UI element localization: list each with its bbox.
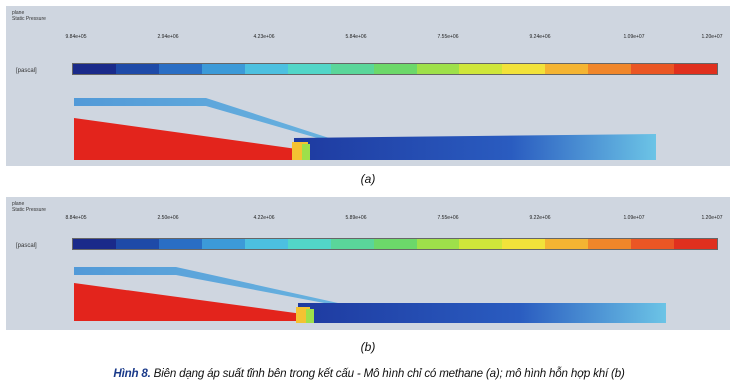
colorbar-swatch	[244, 239, 288, 249]
colorbar-swatch	[545, 64, 589, 74]
panel-b-pressure-contour	[74, 267, 666, 323]
colorbar-swatch	[115, 239, 159, 249]
upper-channel	[74, 98, 656, 152]
panel-a-unit-label: [pascal]	[16, 68, 37, 74]
pressure-panel-a: plane Static Pressure 9.84e+05 2.94e+06 …	[6, 6, 730, 166]
tick-label: 9.24e+06	[529, 34, 551, 40]
colorbar-swatch	[330, 64, 374, 74]
colorbar-swatch	[416, 239, 460, 249]
tick-label: 7.55e+06	[437, 34, 459, 40]
tick-label: 4.23e+06	[253, 34, 275, 40]
colorbar-swatch	[416, 64, 460, 74]
figure-label: Hình 8.	[113, 367, 151, 380]
colorbar-swatch	[73, 64, 116, 74]
colorbar-swatch	[373, 239, 417, 249]
colorbar-swatch	[459, 239, 503, 249]
colorbar-swatch	[73, 239, 116, 249]
colorbar-swatch	[158, 239, 202, 249]
colorbar-swatch	[588, 239, 632, 249]
colorbar-swatch	[244, 64, 288, 74]
colorbar-swatch	[674, 64, 718, 74]
panel-b-caption: (b)	[360, 340, 376, 354]
panel-b-unit-label: [pascal]	[16, 243, 37, 249]
colorbar-swatch	[287, 239, 331, 249]
colorbar-swatch	[502, 64, 546, 74]
colorbar-swatch	[588, 64, 632, 74]
colorbar-swatch	[287, 64, 331, 74]
colorbar-swatch	[201, 239, 245, 249]
tick-label: 1.20e+07	[701, 34, 723, 40]
tick-label: 7.55e+06	[437, 215, 459, 221]
panel-a-caption: (a)	[360, 172, 376, 186]
tick-label: 2.50e+06	[157, 215, 179, 221]
tick-label: 2.94e+06	[157, 34, 179, 40]
colorbar-swatch	[631, 239, 675, 249]
panel-a-pressure-contour	[74, 98, 656, 160]
transition-zone	[306, 309, 314, 323]
colorbar-swatch	[115, 64, 159, 74]
colorbar-swatch	[631, 64, 675, 74]
panel-a-tick-labels: 9.84e+05 2.94e+06 4.23e+06 5.84e+06 7.55…	[6, 34, 730, 44]
colorbar-swatch	[459, 64, 503, 74]
colorbar-swatch	[158, 64, 202, 74]
tick-label: 9.22e+06	[529, 215, 551, 221]
colorbar-swatch	[502, 239, 546, 249]
lower-wedge	[74, 118, 304, 160]
colorbar-swatch	[330, 239, 374, 249]
tick-label: 9.84e+05	[65, 34, 87, 40]
tick-label: 1.20e+07	[701, 215, 723, 221]
colorbar-swatch	[545, 239, 589, 249]
colorbar-swatch	[674, 239, 718, 249]
tick-label: 1.09e+07	[623, 215, 645, 221]
wake-region	[294, 134, 656, 160]
tick-label: 1.09e+07	[623, 34, 645, 40]
wake-region	[298, 303, 666, 323]
lower-wedge	[74, 283, 310, 321]
colorbar-swatch	[201, 64, 245, 74]
tick-label: 4.22e+06	[253, 215, 275, 221]
legend-plane-label: plane	[12, 201, 25, 207]
panel-b-colorbar	[72, 238, 718, 250]
legend-variable-label: Static Pressure	[12, 207, 46, 213]
panel-a-colorbar	[72, 63, 718, 75]
transition-zone	[302, 144, 310, 160]
colorbar-swatch	[373, 64, 417, 74]
tick-label: 5.89e+06	[345, 215, 367, 221]
tick-label: 8.84e+05	[65, 215, 87, 221]
upper-channel	[74, 267, 666, 309]
figure-caption: Hình 8. Biên dạng áp suất tĩnh bên trong…	[2, 366, 736, 382]
panel-b-legend-title: plane Static Pressure	[12, 201, 46, 213]
panel-b-tick-labels: 8.84e+05 2.50e+06 4.22e+06 5.89e+06 7.55…	[6, 215, 730, 225]
legend-variable-label: Static Pressure	[12, 16, 46, 22]
panel-a-legend-title: plane Static Pressure	[12, 10, 46, 22]
legend-plane-label: plane	[12, 10, 25, 16]
figure-caption-text: Biên dạng áp suất tĩnh bên trong kết cấu…	[153, 367, 625, 380]
tick-label: 5.84e+06	[345, 34, 367, 40]
pressure-panel-b: plane Static Pressure 8.84e+05 2.50e+06 …	[6, 197, 730, 330]
